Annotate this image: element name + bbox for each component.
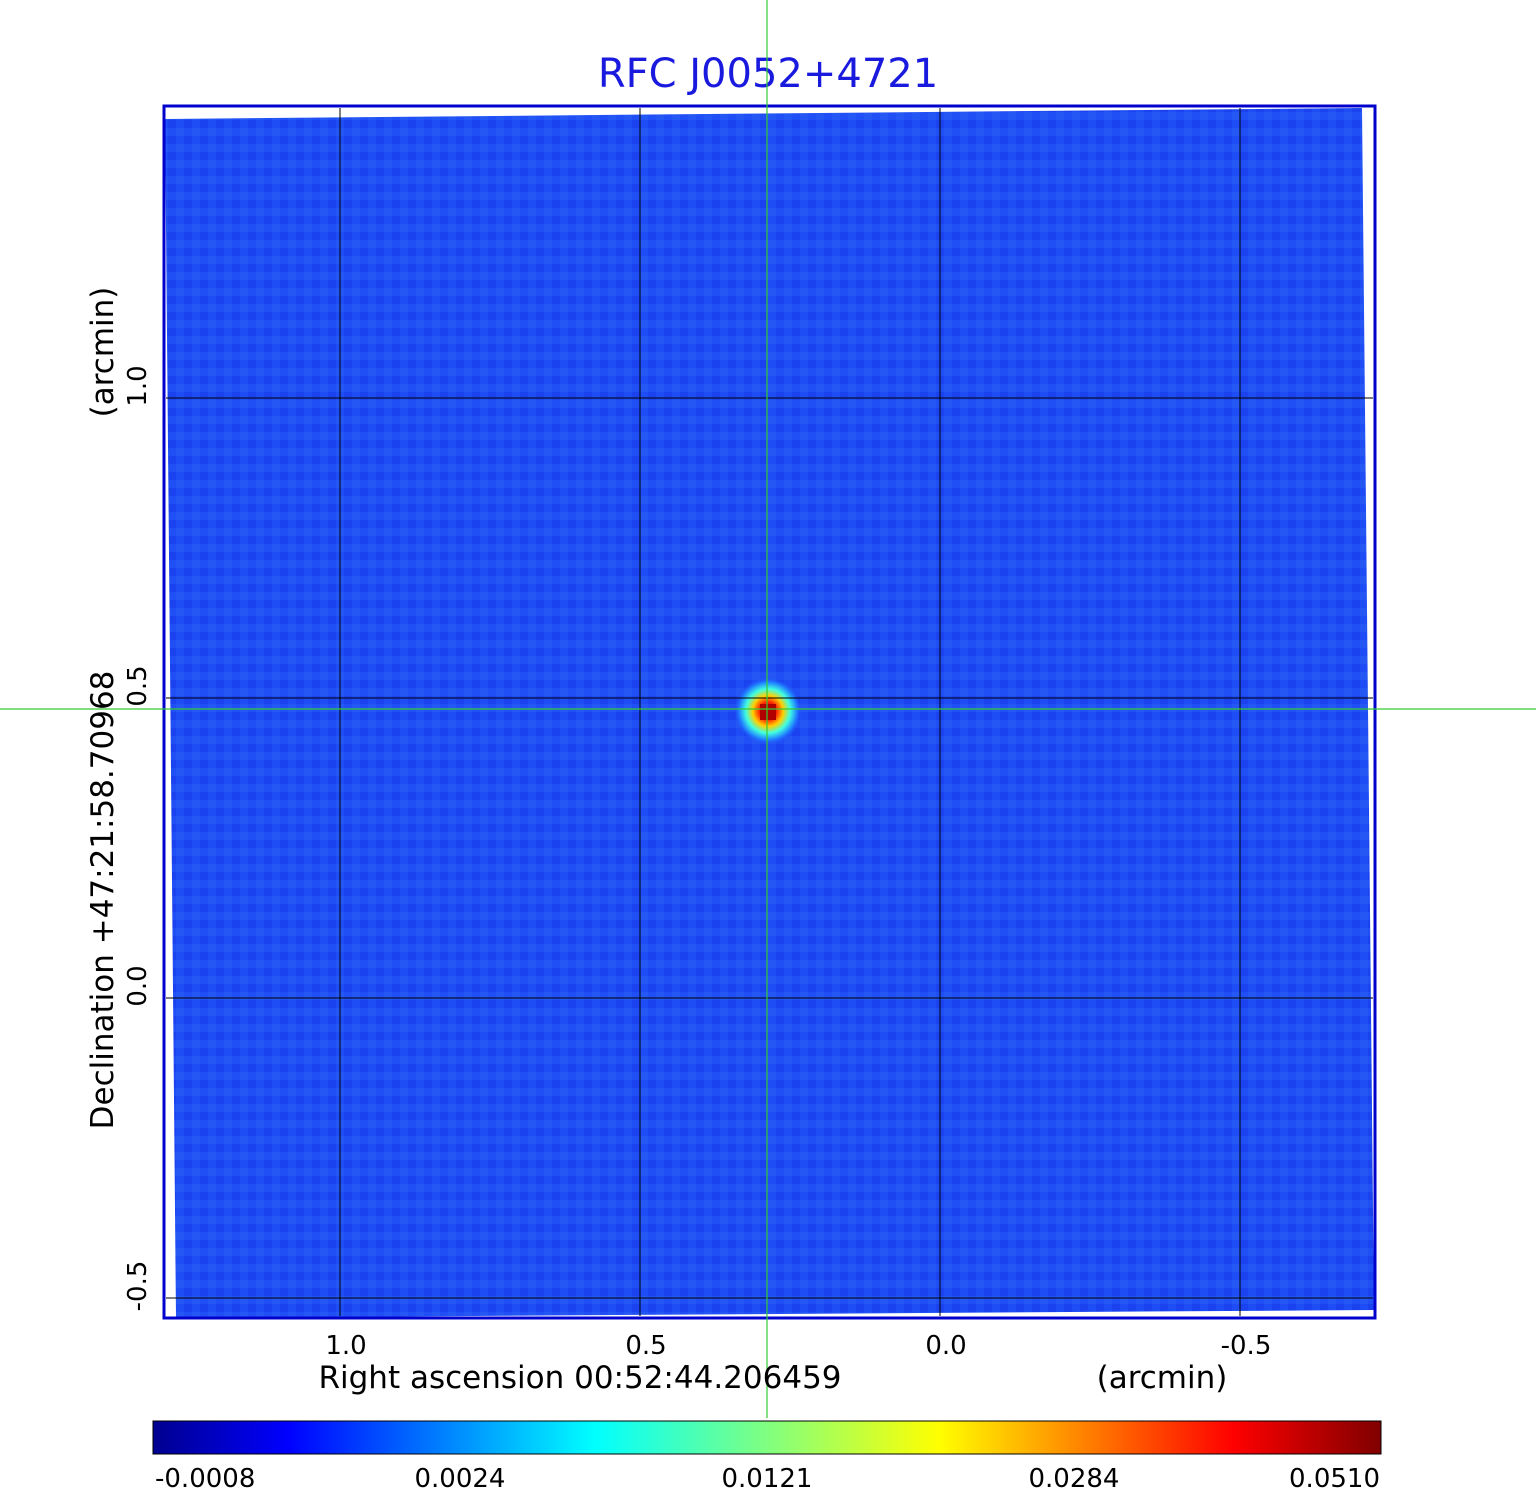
y-tick-label: -0.5 — [123, 1261, 153, 1312]
y-tick-label: 0.0 — [123, 965, 153, 1006]
y-tick-labels: 1.0 0.5 0.0 -0.5 — [123, 365, 153, 1311]
plot-title: RFC J0052+4721 — [598, 51, 938, 97]
y-axis-unit: (arcmin) — [85, 287, 121, 418]
colorbar-tick-label: 0.0284 — [1029, 1464, 1120, 1494]
y-tick-label: 1.0 — [123, 365, 153, 406]
colorbar-tick-label: 0.0510 — [1289, 1464, 1380, 1494]
x-tick-labels: 1.0 0.5 0.0 -0.5 — [325, 1331, 1271, 1361]
x-axis-unit: (arcmin) — [1097, 1360, 1228, 1396]
y-axis-label: Declination +47:21:58.70968 — [85, 671, 121, 1130]
colorbar-tick-label: -0.0008 — [155, 1464, 255, 1494]
colorbar — [152, 1420, 1382, 1455]
x-tick-label: 0.5 — [625, 1331, 666, 1361]
coordinate-grid — [166, 108, 1373, 1316]
y-tick-label: 0.5 — [123, 665, 153, 706]
plot-frame — [162, 104, 1377, 1320]
x-tick-label: 0.0 — [925, 1331, 966, 1361]
source-peak — [760, 704, 776, 720]
colorbar-tick-labels: -0.0008 0.0024 0.0121 0.0284 0.0510 — [155, 1464, 1380, 1494]
colorbar-tick-label: 0.0121 — [722, 1464, 813, 1494]
x-axis-label: Right ascension 00:52:44.206459 — [318, 1360, 841, 1396]
colorbar-tick-label: 0.0024 — [415, 1464, 506, 1494]
x-tick-label: 1.0 — [325, 1331, 366, 1361]
x-tick-label: -0.5 — [1221, 1331, 1272, 1361]
